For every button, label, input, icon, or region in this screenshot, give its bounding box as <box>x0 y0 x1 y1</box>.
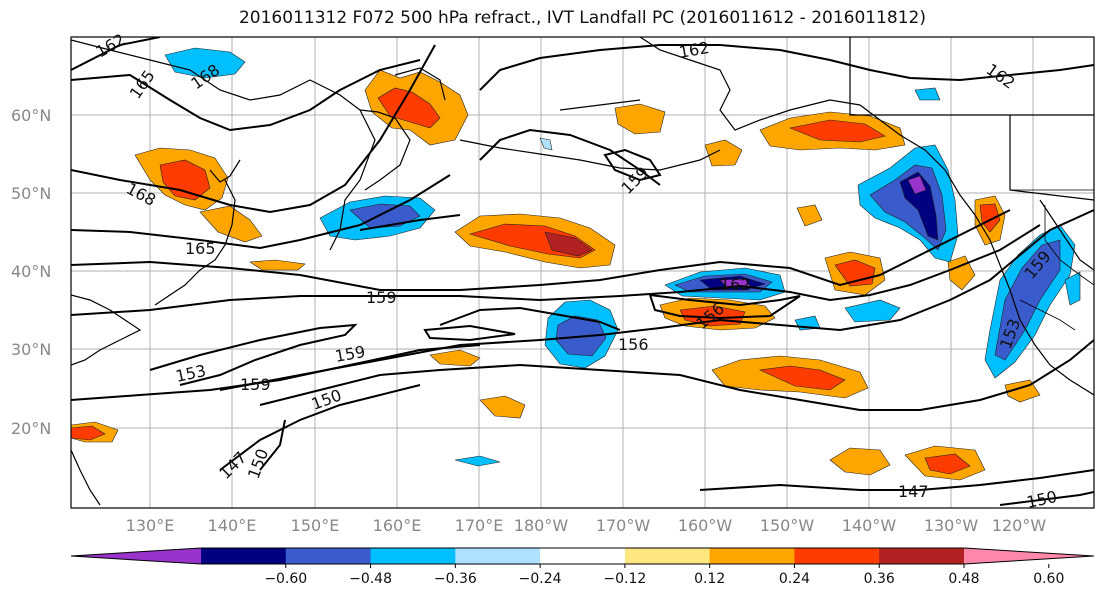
negative-patch <box>454 455 501 467</box>
contour-label: 156 <box>618 335 649 354</box>
negative-patch <box>164 47 246 79</box>
colorbar-tick-label: −0.48 <box>349 571 392 587</box>
positive-patch <box>796 204 823 227</box>
colorbar-segment <box>455 548 541 564</box>
positive-patch <box>544 231 593 257</box>
colorbar-tick-label: −0.36 <box>434 571 477 587</box>
colorbar-extend-low <box>71 548 201 564</box>
lat-label: 60°N <box>11 106 51 125</box>
positive-patch <box>979 203 1001 233</box>
colorbar-segment <box>624 548 711 564</box>
contour-label: 159 <box>240 375 271 394</box>
positive-patch <box>829 447 891 476</box>
colorbar-segment <box>370 548 456 564</box>
contour-label: 162 <box>720 275 751 294</box>
lon-label: 150°W <box>760 516 815 535</box>
lon-label: 160°W <box>678 516 733 535</box>
lat-label: 40°N <box>11 262 51 281</box>
positive-patch <box>788 119 886 143</box>
contour-label: 147 <box>898 482 929 501</box>
positive-patch <box>71 425 106 441</box>
colorbar: −0.60 −0.48 −0.36 −0.24 −0.12 0.12 0.24 0.36 0.4… <box>70 547 1095 587</box>
positive-patch <box>704 139 743 167</box>
negative-patch <box>899 171 939 241</box>
lat-label: 30°N <box>11 340 51 359</box>
colorbar-segment <box>201 548 287 564</box>
negative-patch <box>907 175 927 195</box>
positive-patch <box>377 87 441 129</box>
plot-border <box>70 36 1095 509</box>
positive-patch <box>924 453 971 475</box>
lon-label: 150°E <box>291 516 340 535</box>
latitude-axis: 60°N 50°N 40°N 30°N 20°N <box>11 106 51 438</box>
lon-label: 160°E <box>373 516 422 535</box>
negative-patch <box>539 137 553 151</box>
colorbar-outline <box>70 547 1095 565</box>
colorbar-tick-label: −0.24 <box>519 571 562 587</box>
positive-patch <box>159 159 211 201</box>
negative-patch <box>1064 271 1081 306</box>
colorbar-extend-high <box>964 548 1094 564</box>
lon-label: 130°W <box>924 516 979 535</box>
colorbar-tick-label: 0.60 <box>1033 571 1064 587</box>
colorbar-tick-label: 0.48 <box>948 571 979 587</box>
colorbar-tick-label: 0.12 <box>694 571 725 587</box>
colorbar-segment <box>540 548 626 564</box>
colorbar-tick-label: 0.36 <box>864 571 895 587</box>
positive-patch <box>429 349 481 367</box>
negative-patch <box>844 299 901 323</box>
positive-patch <box>614 103 666 135</box>
longitude-axis: 130°E 140°E 150°E 160°E 170°E 180°W 170°… <box>126 516 1047 535</box>
lon-label: 140°E <box>208 516 257 535</box>
colorbar-segment <box>794 548 880 564</box>
positive-patch <box>947 255 976 291</box>
lon-label: 130°E <box>126 516 175 535</box>
map-title: 2016011312 F072 500 hPa refract., IVT La… <box>238 8 926 28</box>
contour-label: 159 <box>366 288 397 307</box>
coastlines <box>71 37 1094 506</box>
positive-patch <box>758 365 846 391</box>
contour-label: 165 <box>185 239 216 258</box>
positive-patch <box>249 259 306 271</box>
lon-label: 140°W <box>842 516 897 535</box>
colorbar-segment <box>709 548 795 564</box>
lat-label: 20°N <box>11 419 51 438</box>
lon-label: 170°W <box>596 516 651 535</box>
lat-label: 50°N <box>11 184 51 203</box>
lon-label: 170°E <box>455 516 504 535</box>
negative-patch <box>914 87 941 101</box>
negative-patch <box>994 239 1061 361</box>
colorbar-tick-label: −0.12 <box>603 571 646 587</box>
colorbar-segment <box>285 548 372 564</box>
political-borders <box>1010 189 1094 331</box>
positive-patch <box>479 395 526 419</box>
colorbar-tick-label: 0.24 <box>779 571 810 587</box>
positive-patch <box>1004 379 1041 403</box>
lon-label: 180°W <box>514 516 569 535</box>
shaded-fields <box>71 47 1081 481</box>
contour-lines <box>71 37 1094 506</box>
lon-label: 120°W <box>992 516 1047 535</box>
colorbar-segment <box>879 548 965 564</box>
colorbar-tick-label: −0.60 <box>264 571 307 587</box>
